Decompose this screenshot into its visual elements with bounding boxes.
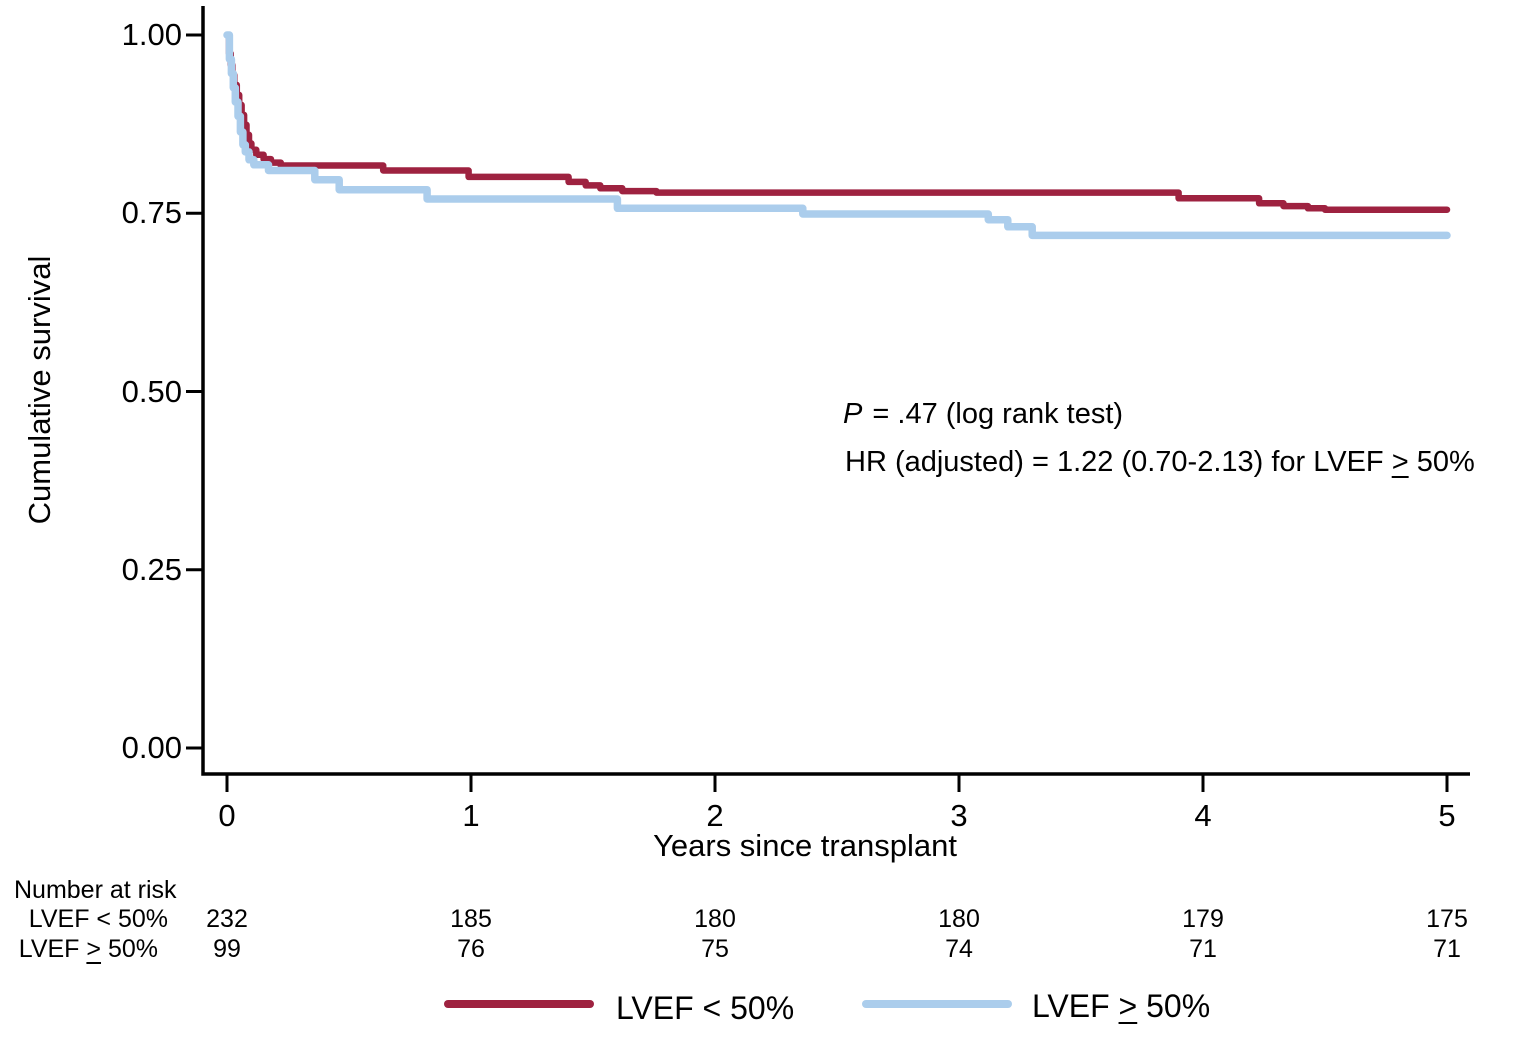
risk-value: 71: [1189, 935, 1217, 963]
geq-symbol: >: [1391, 446, 1409, 478]
y-tick-label: 0.00: [121, 730, 182, 765]
hr-text-suffix: 50%: [1408, 446, 1475, 478]
survival-curve-lvef-ge50: [223, 31, 1451, 240]
risk-value: 180: [938, 905, 980, 933]
geq-symbol: >: [86, 935, 102, 963]
p-symbol: P: [843, 398, 863, 430]
x-tick-label: 1: [462, 798, 480, 833]
x-tick-label: 5: [1438, 798, 1456, 833]
risk-value: 232: [206, 905, 248, 933]
hr-text: HR (adjusted) = 1.22 (0.70-2.13) for LVE…: [845, 446, 1392, 478]
risk-value: 99: [213, 935, 241, 963]
y-tick-label: 1.00: [121, 17, 182, 52]
risk-row-label-lvef-lt50: LVEF < 50%: [28, 905, 168, 933]
p-value-text: = .47 (log rank test): [864, 398, 1124, 430]
risk-row-label-lvef-ge50: LVEF > 50%: [18, 935, 158, 963]
y-tick-label: 0.25: [121, 551, 182, 587]
legend-swatch-lvef-ge50: [862, 1000, 1012, 1008]
geq-symbol: >: [1118, 988, 1138, 1024]
risk-value: 71: [1433, 935, 1461, 963]
hazard-ratio-annotation: HR (adjusted) = 1.22 (0.70-2.13) for LVE…: [845, 446, 1475, 479]
risk-value: 175: [1426, 905, 1468, 933]
survival-curve-lvef-lt50: [223, 31, 1451, 213]
legend-swatch-lvef-lt50: [444, 1000, 594, 1008]
y-tick-label: 0.50: [121, 373, 182, 409]
y-axis-title: Cumulative survival: [22, 255, 57, 525]
x-tick-label: 3: [950, 798, 968, 833]
x-tick-label: 0: [218, 798, 236, 833]
x-tick-label: 4: [1194, 798, 1212, 833]
risk-value: 74: [945, 935, 973, 963]
y-tick-label: 0.75: [121, 195, 182, 231]
x-tick-label: 2: [706, 798, 724, 833]
risk-value: 76: [457, 935, 485, 963]
legend-label-lvef-lt50: LVEF < 50%: [616, 990, 795, 1026]
risk-table-header: Number at risk: [14, 876, 177, 904]
risk-value: 179: [1182, 905, 1224, 933]
x-axis-title: Years since transplant: [653, 828, 957, 863]
legend-label-lvef-ge50: LVEF > 50%: [1032, 988, 1211, 1024]
axis-lines: [201, 6, 1470, 776]
risk-value: 75: [701, 935, 729, 963]
p-value-annotation: P = .47 (log rank test): [843, 398, 1123, 431]
risk-value: 180: [694, 905, 736, 933]
risk-value: 185: [450, 905, 492, 933]
